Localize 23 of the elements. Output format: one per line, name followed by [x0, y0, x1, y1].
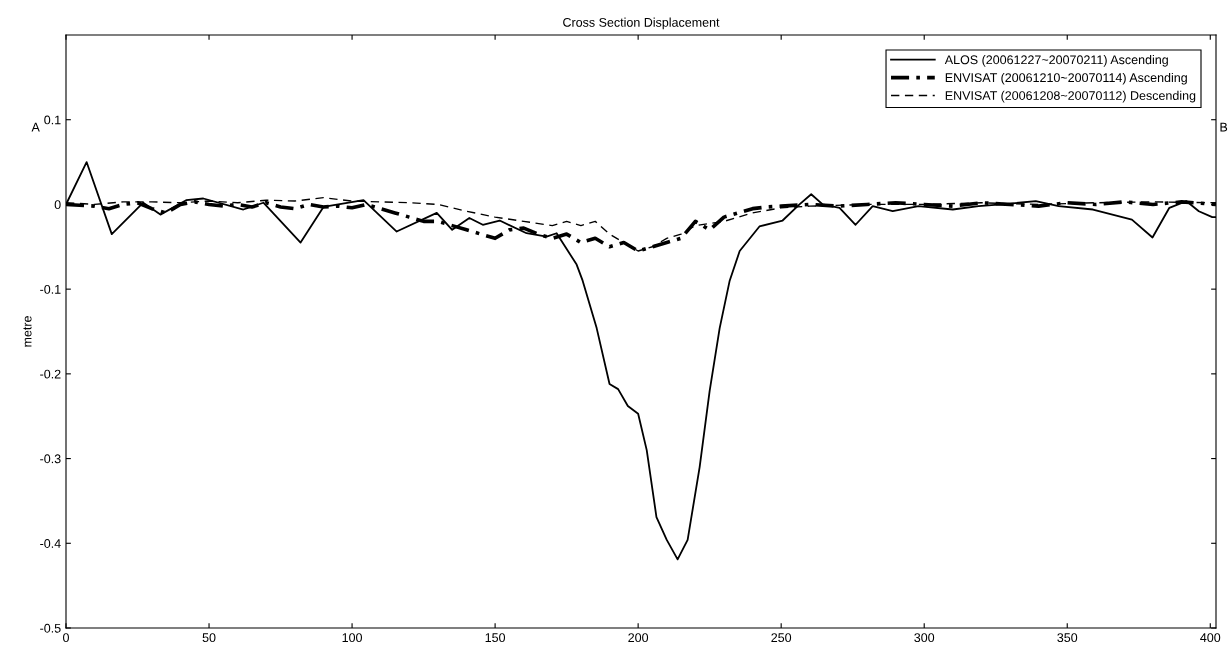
- text: A: [31, 122, 40, 132]
- text: B: [1220, 122, 1228, 132]
- x-tick-label: 200: [628, 633, 649, 643]
- y-tick-label: -0.1: [40, 284, 61, 294]
- y-tick-label: -0.4: [40, 539, 61, 548]
- y-axis-title: metre: [23, 316, 32, 347]
- legend-label: ENVISAT (20061210~20070114) Ascending: [945, 72, 1187, 85]
- y-tick-label: -0.2: [40, 369, 61, 379]
- x-tick-label: 150: [485, 633, 506, 643]
- x-tick-label: 0: [63, 633, 69, 643]
- x-tick-label: 100: [342, 633, 363, 643]
- x-tick-label: 400: [1200, 633, 1221, 643]
- chart-title: Cross Section Displacement: [563, 17, 720, 30]
- y-tick-label: -0.3: [40, 454, 61, 464]
- y-tick-label: -0.5: [40, 623, 61, 633]
- legend-label: ALOS (20061227~20070211) Ascending: [944, 55, 1168, 67]
- y-tick-label: 0.1: [44, 115, 61, 125]
- y-tick-label: 0: [54, 200, 61, 210]
- x-tick-label: 300: [914, 633, 935, 643]
- x-tick-label: 50: [202, 633, 216, 643]
- x-tick-label: 350: [1057, 633, 1078, 643]
- x-tick-label: 250: [771, 633, 792, 643]
- legend-label: ENVISAT (20061208~20070112) Descending: [945, 90, 1196, 103]
